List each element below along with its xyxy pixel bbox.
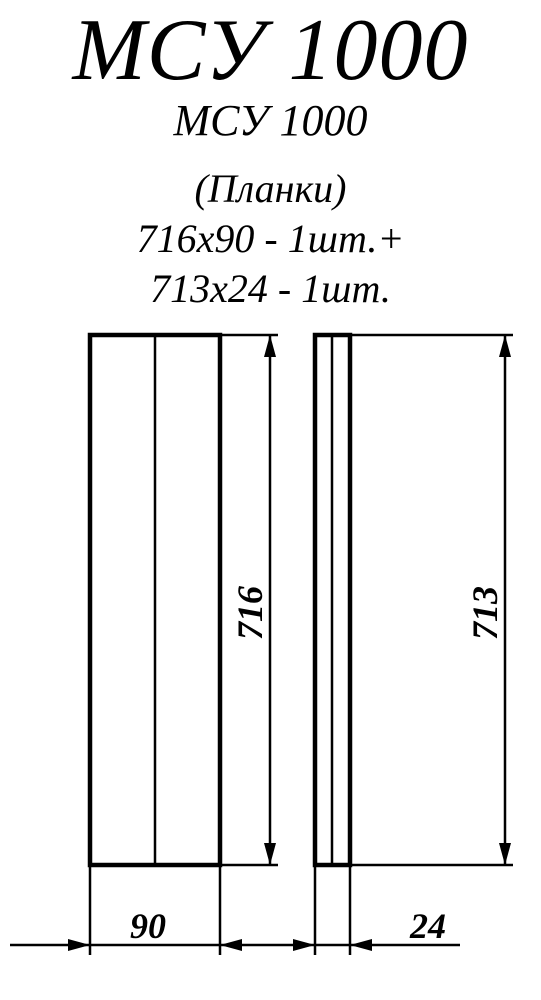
technical-drawing: 716 713 90 24 [0, 0, 541, 1000]
dim-height-2: 713 [465, 586, 505, 640]
plank-1: 716 [90, 335, 278, 955]
dim-width-1: 90 [130, 906, 166, 946]
dim-width-2: 24 [409, 906, 446, 946]
plank-2: 713 [315, 335, 513, 955]
width-dimensions: 90 24 [10, 906, 460, 951]
dim-height-1: 716 [230, 586, 270, 640]
